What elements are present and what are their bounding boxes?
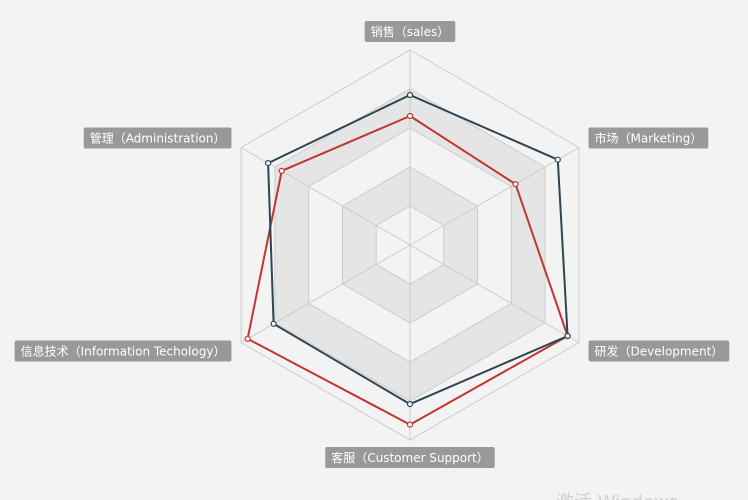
series-0-point-4 xyxy=(244,335,251,342)
axis-label-bg-0 xyxy=(364,21,456,42)
axis-label-5: 管理（Administration） xyxy=(83,127,232,149)
axis-line-4 xyxy=(240,244,411,343)
axis-label-text-5: 管理（Administration） xyxy=(90,131,226,146)
series-1-point-1 xyxy=(554,156,561,163)
axis-label-bg-5 xyxy=(83,127,232,149)
axis-label-bg-3 xyxy=(325,447,495,468)
axis-label-bg-1 xyxy=(588,127,709,149)
axis-label-bg-2 xyxy=(588,340,730,362)
series-0-point-3 xyxy=(406,421,414,428)
axis-label-text-4: 信息技术（Information Techology） xyxy=(21,344,226,359)
axis-label-0: 销售（sales） xyxy=(364,21,456,42)
axis-line-2 xyxy=(409,244,580,343)
axis-label-text-1: 市场（Marketing） xyxy=(595,131,703,146)
axis-label-text-2: 研发（Development） xyxy=(595,344,724,359)
series-0-point-1 xyxy=(512,181,519,188)
series-0-point-5 xyxy=(278,167,285,174)
axis-label-1: 市场（Marketing） xyxy=(588,127,709,149)
series-0-point-0 xyxy=(406,112,414,120)
series-1-point-0 xyxy=(406,91,414,99)
axis-label-2: 研发（Development） xyxy=(588,340,730,362)
axis-label-3: 客服（Customer Support） xyxy=(325,447,495,468)
axis-label-4: 信息技术（Information Techology） xyxy=(14,340,232,362)
series-1-point-2 xyxy=(564,332,571,340)
axis-label-bg-4 xyxy=(14,340,232,362)
axis-label-text-0: 销售（sales） xyxy=(371,24,450,39)
series-1-point-3 xyxy=(406,401,414,408)
watermark-text: 激活 Windows xyxy=(556,488,678,500)
series-1-point-5 xyxy=(265,160,272,167)
axis-label-text-3: 客服（Customer Support） xyxy=(331,450,489,465)
axis-line-1 xyxy=(409,147,580,246)
series-1-point-4 xyxy=(270,320,277,327)
